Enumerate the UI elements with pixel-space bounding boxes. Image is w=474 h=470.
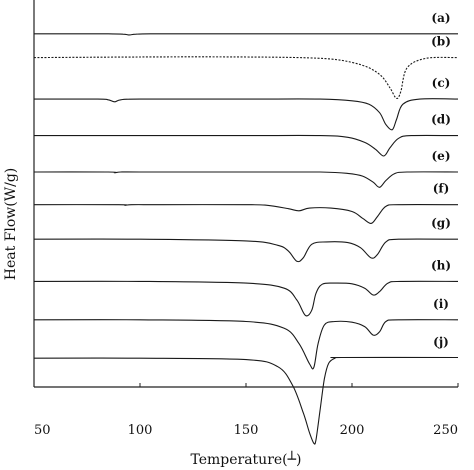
x-tick-label-4: 250 bbox=[433, 423, 458, 438]
series-label-3: (d) bbox=[431, 113, 451, 127]
x-tick-label-1: 100 bbox=[128, 423, 153, 438]
series-label-1: (b) bbox=[431, 35, 451, 49]
series-line-2 bbox=[33, 98, 459, 131]
series-line-8 bbox=[33, 319, 459, 370]
series-label-2: (c) bbox=[432, 76, 451, 90]
x-tick-label-2: 150 bbox=[234, 423, 259, 438]
curve-label-group: (a) (b) (c) (d) (e) (f) (g) (h) (i) (j) bbox=[431, 11, 451, 349]
series-line-4 bbox=[33, 171, 459, 188]
x-tick-label-0: 50 bbox=[34, 423, 51, 438]
series-label-4: (e) bbox=[432, 149, 451, 163]
x-tick-group: 50 100 150 200 250 bbox=[33, 383, 459, 438]
series-line-1 bbox=[33, 56, 459, 100]
x-axis-title: Temperature(┴) bbox=[190, 451, 301, 468]
series-label-9: (j) bbox=[433, 335, 449, 349]
curve-group bbox=[33, 33, 459, 445]
series-label-5: (f) bbox=[433, 182, 450, 196]
series-line-0 bbox=[34, 33, 458, 36]
series-line-9 bbox=[33, 356, 459, 445]
series-label-7: (h) bbox=[431, 258, 451, 272]
series-line-3 bbox=[34, 134, 459, 157]
series-line-5 bbox=[33, 204, 459, 224]
series-line-7 bbox=[33, 280, 459, 317]
y-axis-title: Heat Flow(W/g) bbox=[3, 168, 19, 281]
x-tick-label-3: 200 bbox=[340, 423, 365, 438]
series-label-0: (a) bbox=[431, 11, 450, 25]
series-label-8: (i) bbox=[433, 297, 449, 311]
plot-area bbox=[33, 0, 458, 388]
series-label-6: (g) bbox=[431, 216, 451, 230]
series-line-6 bbox=[33, 238, 459, 263]
